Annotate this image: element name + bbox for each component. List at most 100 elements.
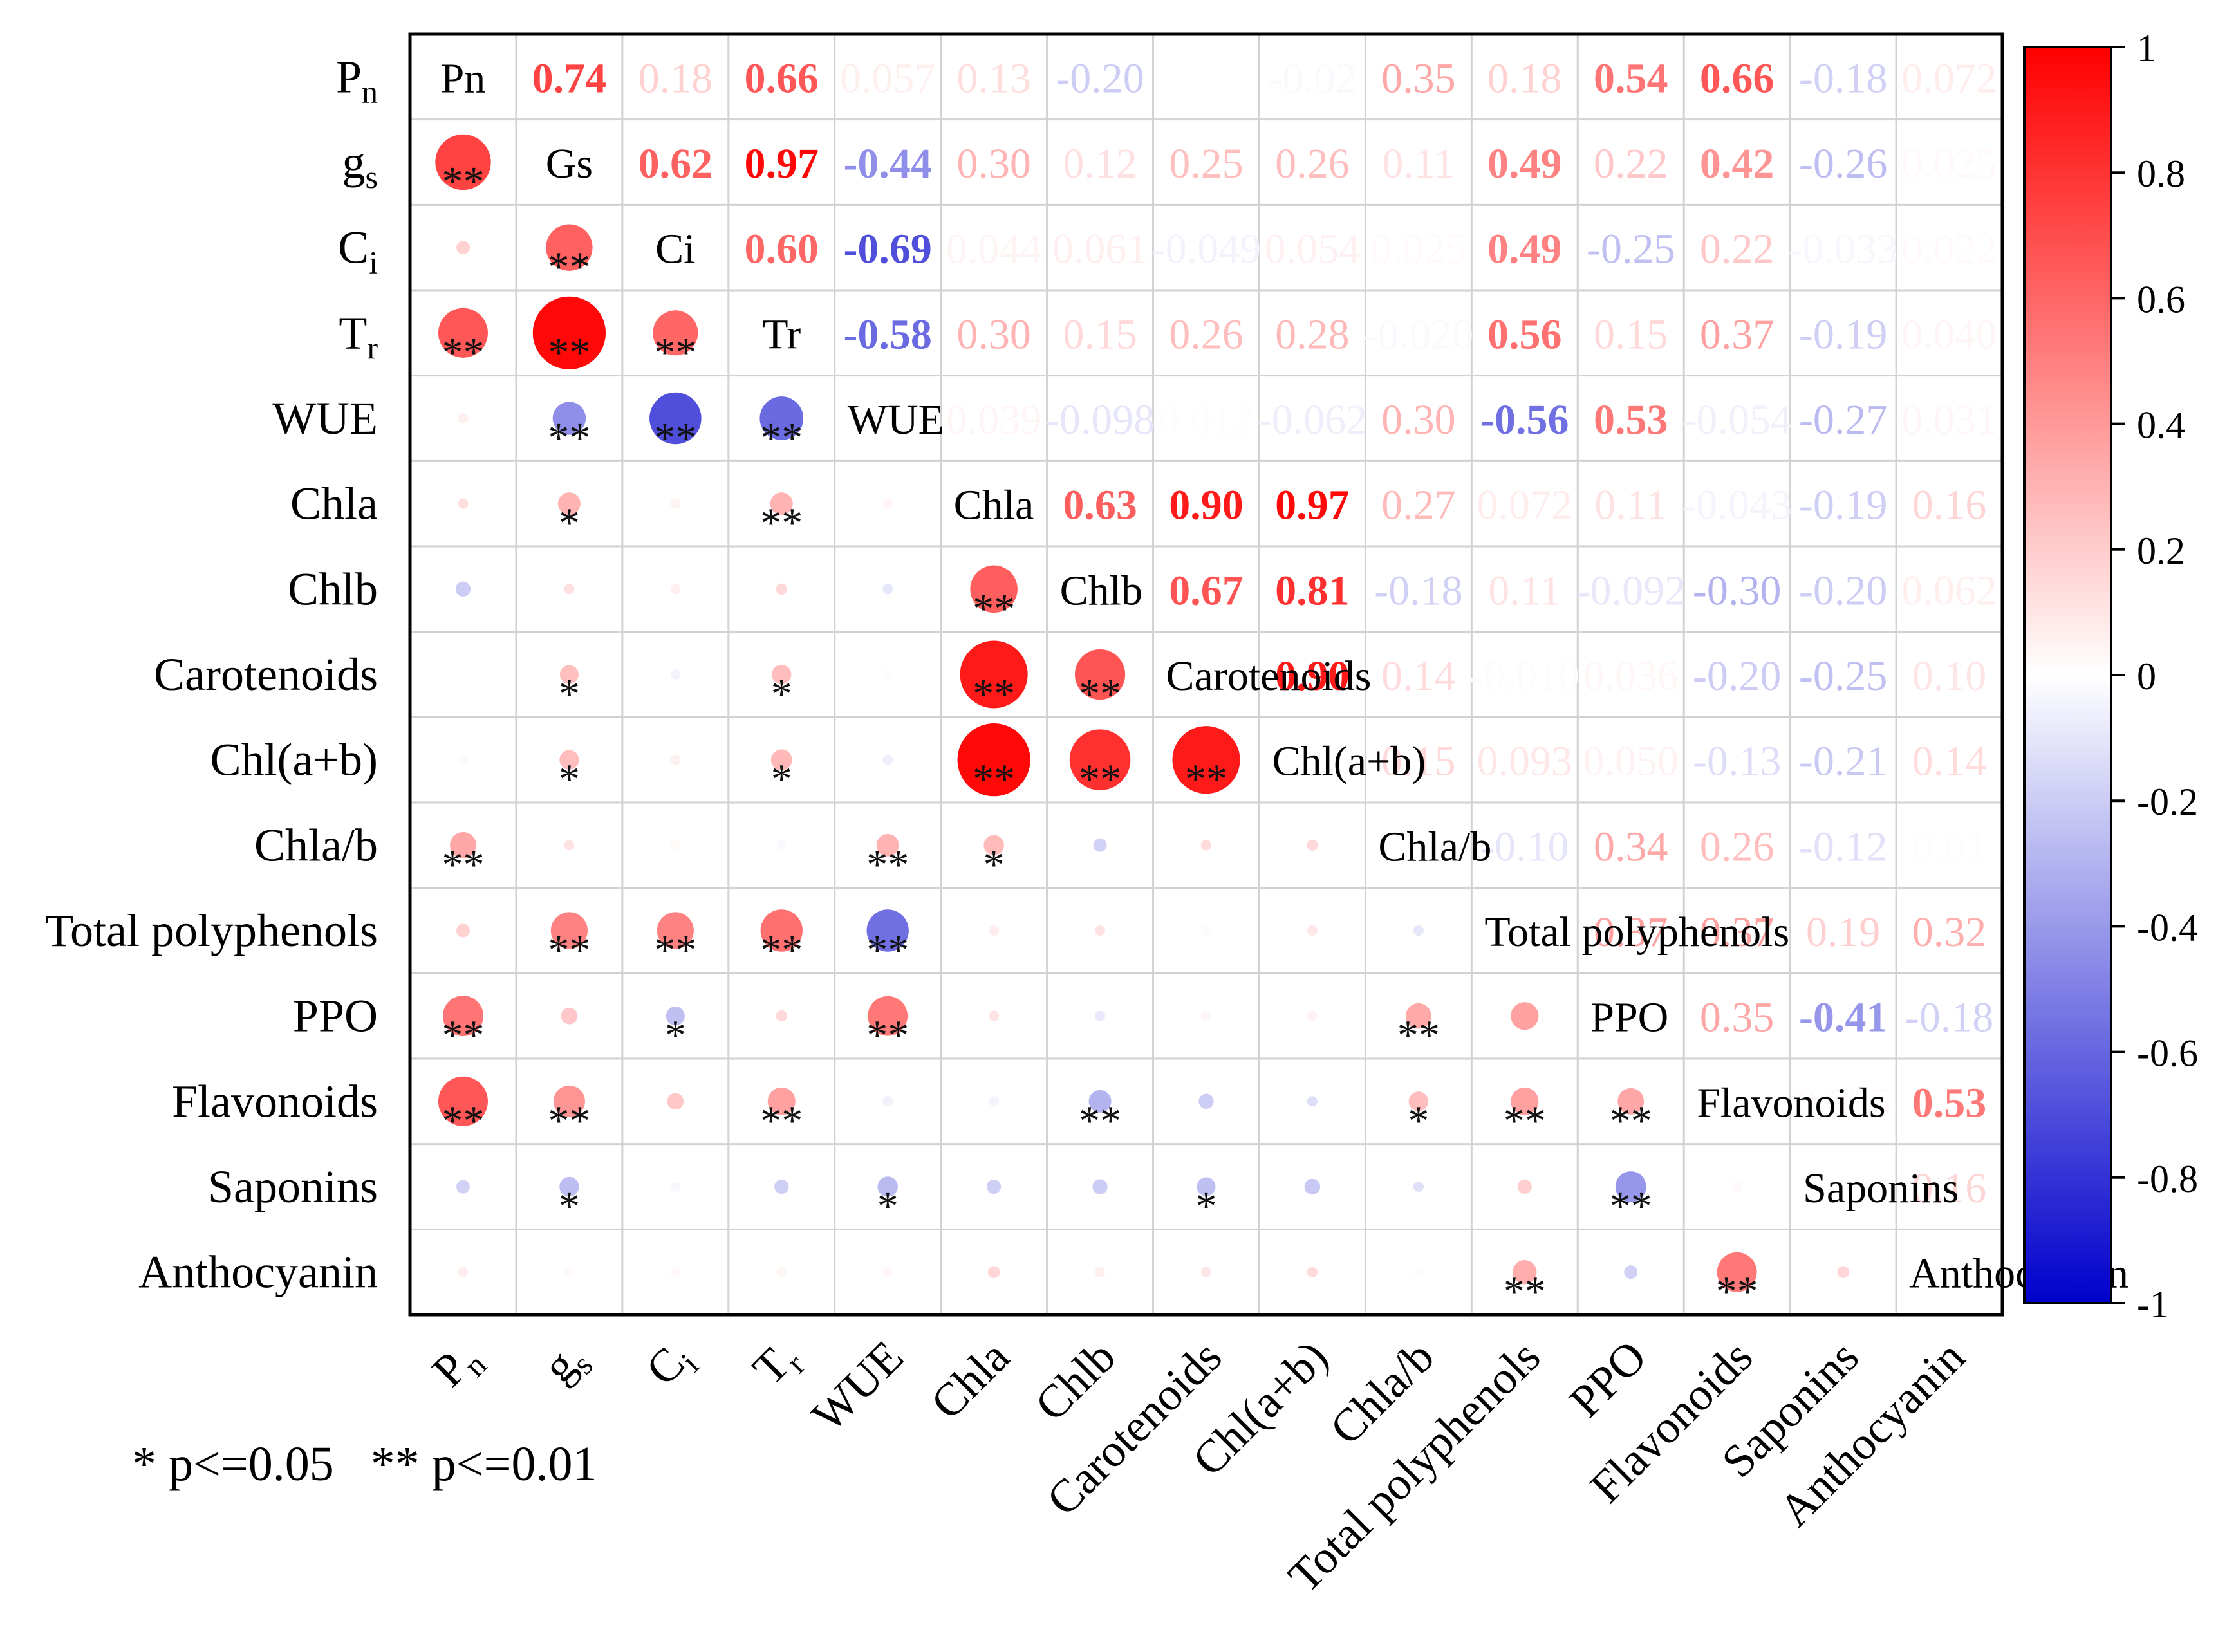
correlation-circle (882, 1096, 893, 1107)
significance-mark: ** (973, 585, 1015, 632)
significance-mark: ** (866, 1012, 909, 1059)
correlation-circle (882, 584, 893, 595)
row-label: Saponins (208, 1161, 378, 1212)
correlation-value: 0.15 (1594, 311, 1668, 358)
correlation-value: -0.098 (1045, 396, 1155, 443)
correlation-circle (1413, 1182, 1424, 1192)
row-label: Chla (290, 478, 378, 530)
correlation-circle (1307, 1010, 1318, 1021)
significance-mark: ** (654, 414, 696, 461)
row-label: Flavonoids (172, 1075, 378, 1127)
significance-mark: ** (442, 329, 484, 376)
row-label: Carotenoids (154, 649, 378, 700)
correlation-circle (670, 584, 681, 595)
correlation-value: -0.19 (1799, 311, 1887, 358)
correlation-circle (456, 923, 470, 938)
correlation-circle (989, 1010, 1000, 1021)
correlation-value: 0.97 (1275, 482, 1350, 529)
correlation-circle (666, 1007, 685, 1026)
correlation-value: 0.012 (1159, 396, 1254, 443)
correlation-value: 0.30 (1381, 396, 1456, 443)
correlation-value: -0.41 (1799, 994, 1887, 1041)
colorbar-tick-label: -0.2 (2137, 781, 2198, 823)
correlation-circle (649, 392, 702, 445)
correlation-circle (770, 749, 792, 771)
significance-mark: ** (1504, 1268, 1546, 1315)
correlation-value: -0.18 (1374, 567, 1462, 614)
correlation-circle (1511, 1087, 1539, 1115)
diagonal-label: Total polyphenols (1484, 909, 1789, 956)
correlation-circle (987, 1179, 1002, 1194)
correlation-circle (553, 1085, 585, 1117)
correlation-value: 0.18 (638, 55, 713, 102)
correlation-circle (1172, 726, 1240, 794)
significance-mark: ** (866, 841, 909, 888)
correlation-value: 0.13 (956, 55, 1031, 102)
correlation-circle (866, 909, 909, 952)
correlation-circle (1201, 1267, 1211, 1277)
correlation-circle (770, 492, 793, 515)
significance-mark: ** (1079, 1097, 1121, 1144)
correlation-value: -0.19 (1799, 482, 1887, 529)
correlation-circle (989, 925, 1000, 936)
correlation-value: 0.26 (1275, 140, 1350, 187)
correlation-circle (559, 1176, 579, 1197)
correlation-circle (882, 498, 893, 509)
correlation-circle (1197, 1177, 1216, 1196)
significance-mark: ** (1610, 1183, 1652, 1230)
correlation-value: 0.54 (1594, 55, 1668, 102)
correlation-value: 0.14 (1912, 738, 1987, 785)
significance-mark: * (1408, 1097, 1429, 1144)
correlation-value: -0.18 (1905, 994, 1993, 1041)
correlation-value: -0.20 (1693, 653, 1781, 700)
correlation-circle (670, 669, 681, 680)
colorbar: 1 0.8 0.6 0.4 0.2 0 -0.2 -0.4 -0.6 -0.8 -1 (2023, 27, 2198, 1326)
correlation-value: -0.02 (1268, 55, 1356, 102)
correlation-circle (450, 831, 476, 858)
correlation-value: -0.44 (843, 140, 931, 187)
correlation-value: 0.031 (1901, 396, 1997, 443)
correlation-circle (653, 310, 698, 356)
row-label: Tr (339, 307, 378, 366)
correlation-circle (561, 1007, 578, 1025)
diagonal-label: Chlb (1060, 567, 1142, 614)
significance-mark: * (559, 756, 580, 803)
significance-mark: ** (1504, 1097, 1546, 1144)
significance-mark: ** (548, 927, 590, 974)
correlation-circle (438, 308, 488, 358)
correlation-value: 0.15 (1063, 311, 1137, 358)
colorbar-tick-label: 0.6 (2137, 278, 2185, 320)
correlation-circle (438, 1076, 488, 1126)
colorbar-tick-label: 0 (2137, 655, 2156, 698)
correlation-value: 0.56 (1487, 311, 1562, 358)
correlation-circle (1092, 1179, 1108, 1194)
correlation-circle (776, 1010, 788, 1022)
correlation-value: 0.66 (745, 55, 819, 102)
row-label: gs (342, 136, 378, 195)
correlation-value: -0.58 (843, 311, 931, 358)
correlation-value: 0.22 (1700, 226, 1775, 273)
correlation-circle (1511, 1002, 1539, 1030)
significance-mark: ** (442, 158, 484, 205)
correlation-value: -0.26 (1799, 140, 1887, 187)
correlation-circle (987, 1266, 1000, 1279)
significance-mark: ** (442, 1012, 484, 1059)
correlation-circle (868, 996, 908, 1036)
correlation-value: 0.022 (1901, 226, 1997, 273)
significance-legend: * p<=0.05 ** p<=0.01 (132, 1437, 597, 1491)
row-labels: Pn gs Ci Tr WUE Chla Chlb Carotenoids Chl(a+b) Ch… (45, 51, 378, 1297)
correlation-circle (550, 912, 588, 949)
correlation-circle (1624, 1265, 1638, 1279)
correlation-value: 0.18 (1487, 55, 1562, 102)
correlation-value: 0.16 (1912, 482, 1987, 529)
correlation-value: -0.10 (1480, 823, 1569, 870)
correlation-circle (532, 296, 606, 369)
correlation-value: 0.10 (1912, 653, 1987, 700)
correlation-value: -0.27 (1799, 396, 1887, 443)
correlation-value: 0.025 (1901, 140, 1997, 187)
significance-mark: * (877, 1183, 899, 1230)
correlation-value: 0.050 (1583, 738, 1679, 785)
row-label: WUE (272, 393, 378, 444)
